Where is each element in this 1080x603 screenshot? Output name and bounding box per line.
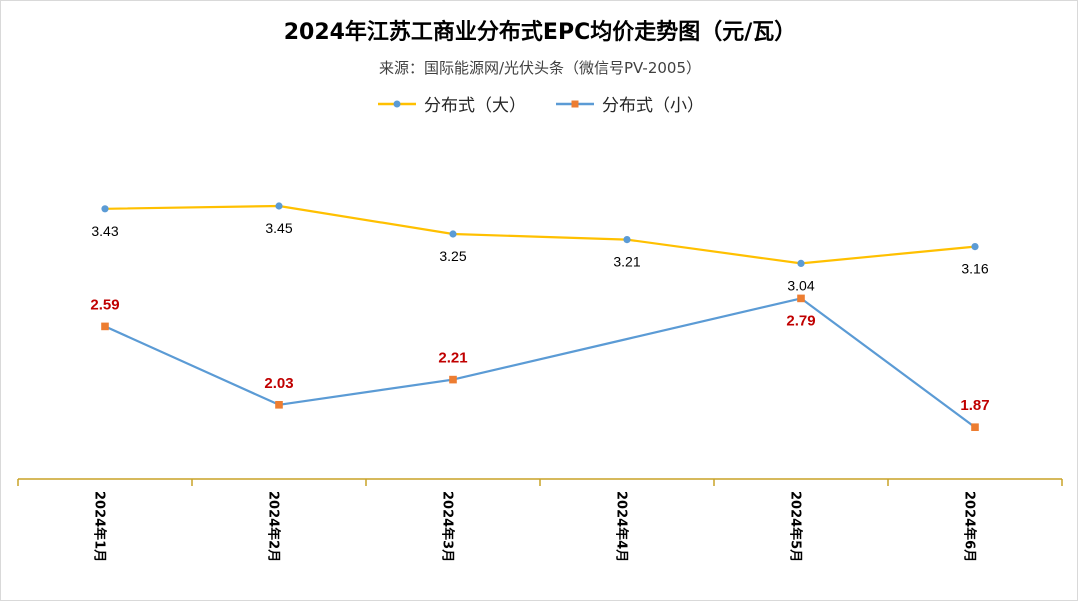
data-label-small: 2.59 [90,296,119,313]
data-point-large [797,259,805,267]
data-point-small [797,294,805,303]
data-point-large [275,202,283,210]
data-label-small: 2.79 [786,312,815,329]
chart-subtitle: 来源：国际能源网/光伏头条（微信号PV-2005） [378,59,702,77]
x-tick-label: 2024年6月 [962,491,978,562]
x-tick-label: 2024年4月 [614,491,630,562]
data-label-large: 3.04 [787,277,814,293]
data-point-large [449,230,457,238]
data-point-small [101,322,109,331]
data-point-large [101,205,109,213]
chart-legend: 分布式（大） 分布式（小） [0,91,1080,116]
data-label-small: 2.21 [438,350,467,367]
legend-item-small: 分布式（小） [554,91,704,116]
x-tick-label: 2024年2月 [266,491,282,562]
data-point-large [971,243,979,251]
data-label-large: 3.45 [265,220,292,236]
chart-title: 2024年江苏工商业分布式EPC均价走势图（元/瓦） [283,20,797,45]
legend-label-small: 分布式（小） [602,96,704,116]
data-label-small: 2.03 [264,375,293,392]
data-point-small [275,401,283,409]
data-label-large: 3.21 [613,254,640,270]
data-label-large: 3.43 [91,223,118,239]
data-label-large: 3.16 [961,261,988,277]
data-point-small [971,423,979,431]
series-line-large [104,204,976,265]
legend-item-large: 分布式（大） [376,91,526,116]
data-point-large [623,236,631,244]
x-tick-label: 2024年3月 [440,491,456,562]
x-tick-label: 2024年1月 [92,491,108,562]
x-tick-label: 2024年5月 [788,491,804,562]
data-point-small [449,375,457,384]
legend-swatch-small [556,100,594,107]
data-label-small: 1.87 [960,397,989,414]
series-line-small [104,297,976,429]
data-label-large: 3.25 [439,248,466,264]
legend-swatch-large [378,100,416,107]
legend-label-large: 分布式（大） [424,96,526,116]
